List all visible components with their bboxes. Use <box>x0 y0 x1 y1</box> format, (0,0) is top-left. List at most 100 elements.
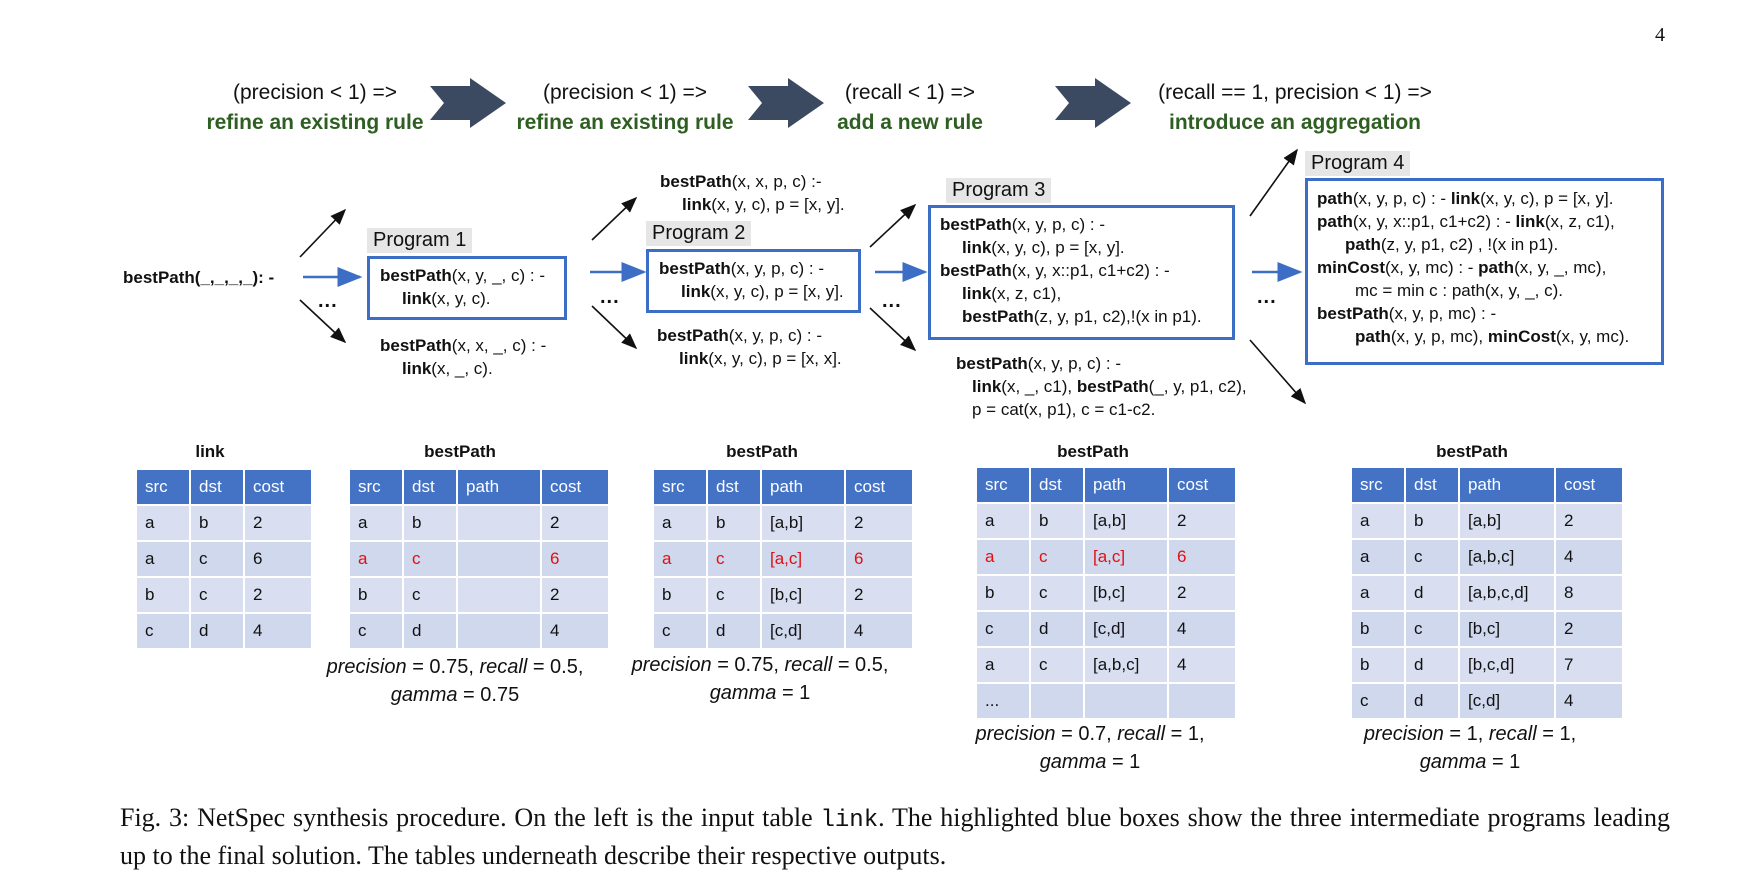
table-cell: a <box>977 504 1029 538</box>
column-header-dst: dst <box>404 470 456 504</box>
table-row: b d [b,c,d] 7 <box>1352 648 1622 682</box>
table-cell: c <box>1406 612 1458 646</box>
table-cell: b <box>1352 648 1404 682</box>
column-header-dst: dst <box>191 470 243 504</box>
table-cell: [a,b,c] <box>1085 648 1167 682</box>
table-cell: 2 <box>1556 612 1622 646</box>
table-link: src dst cost a b 2 a c 6 b c 2 c d 4 <box>135 468 313 650</box>
table-cell: c <box>404 578 456 612</box>
arrow-start-down <box>299 299 347 344</box>
table-cell: 2 <box>1169 576 1235 610</box>
table-cell: 4 <box>542 614 608 648</box>
table-row: b c [b,c] 2 <box>1352 612 1622 646</box>
column-header-cost: cost <box>542 470 608 504</box>
table-cell: c <box>137 614 189 648</box>
table-cell: d <box>1031 612 1083 646</box>
table-3-title: bestPath <box>726 442 798 461</box>
table-cell: 2 <box>1169 504 1235 538</box>
start-rule: bestPath(_,_,_,_): - <box>123 268 275 287</box>
table-1-title: link <box>195 442 225 461</box>
metric-1: precision = 0.75, recall = 0.5, gamma = … <box>300 653 610 709</box>
table-cell: 6 <box>542 542 608 576</box>
table-row: a b [a,b] 2 <box>977 504 1235 538</box>
table-bestpath-4: src dst path cost a b [a,b] 2 a c [a,b,c] 4 a d [a,b,c… <box>1350 466 1624 720</box>
table-cell: b <box>1031 504 1083 538</box>
program-2-label: Program 2 <box>646 221 752 246</box>
program-1-box <box>367 256 567 320</box>
table-4-title: bestPath <box>1057 442 1129 461</box>
column-header-path: path <box>458 470 540 504</box>
program-2-box <box>646 249 861 313</box>
table-cell: b <box>1352 612 1404 646</box>
column-header-dst: dst <box>708 470 760 504</box>
table-cell: [a,c] <box>762 542 844 576</box>
table-cell: a <box>137 506 189 540</box>
metric-2-line-2: gamma = 1 <box>709 682 811 704</box>
table-cell: d <box>708 614 760 648</box>
table-row: a c [a,c] 6 <box>977 540 1235 574</box>
table-cell: 6 <box>245 542 311 576</box>
table-cell <box>1169 684 1235 718</box>
step-2: (precision < 1) => refine an existing ru… <box>500 78 750 138</box>
table-header-row: src dst path cost <box>977 468 1235 502</box>
arrow-p3-down <box>1249 339 1307 405</box>
program-3-label: Program 3 <box>946 178 1052 203</box>
table-cell: c <box>1352 684 1404 718</box>
table-cell: 4 <box>846 614 912 648</box>
column-header-cost: cost <box>1556 468 1622 502</box>
table-cell: c <box>191 542 243 576</box>
table-cell: b <box>191 506 243 540</box>
step-3-action: add a new rule <box>837 111 983 134</box>
table-cell: 2 <box>1556 504 1622 538</box>
table-cell: d <box>1406 648 1458 682</box>
program-3-code: bestPath(x, y, p, c) : - link(x, y, c), … <box>940 215 1202 326</box>
program-1-code: bestPath(x, y, _, c) : - link(x, y, c). <box>380 266 545 308</box>
table-cell <box>458 506 540 540</box>
column-header-src: src <box>1352 468 1404 502</box>
column-header-cost: cost <box>846 470 912 504</box>
table-cell: b <box>350 578 402 612</box>
arrow-p1-up <box>591 196 638 241</box>
metric-1-line-1: precision = 0.75, recall = 0.5, <box>326 656 584 678</box>
table-cell <box>458 542 540 576</box>
table-row: c d [c,d] 4 <box>1352 684 1622 718</box>
program-4-code: path(x, y, p, c) : - link(x, y, c), p = … <box>1317 189 1630 346</box>
table-row: b c [b,c] 2 <box>977 576 1235 610</box>
table-cell: d <box>1406 576 1458 610</box>
table-cell: c <box>708 542 760 576</box>
table-cell: [c,d] <box>1460 684 1554 718</box>
ellipsis-4: ... <box>1257 286 1277 308</box>
metric-2: precision = 0.75, recall = 0.5, gamma = … <box>605 651 915 707</box>
ellipsis-1: ... <box>318 290 338 312</box>
table-cell: [b,c] <box>1460 612 1554 646</box>
table-cell: c <box>977 612 1029 646</box>
table-cell: a <box>137 542 189 576</box>
column-header-src: src <box>977 468 1029 502</box>
table-cell: b <box>137 578 189 612</box>
alternative-rule-2-bottom: bestPath(x, y, p, c) : - link(x, y, c), … <box>657 326 842 368</box>
column-header-path: path <box>762 470 844 504</box>
table-cell: d <box>191 614 243 648</box>
table-header-row: src dst path cost <box>350 470 608 504</box>
table-cell: a <box>977 648 1029 682</box>
table-cell: [a,c] <box>1085 540 1167 574</box>
page-number: 4 <box>1655 24 1665 46</box>
metric-3: precision = 0.7, recall = 1, gamma = 1 <box>945 720 1235 776</box>
program-3-box <box>928 205 1235 340</box>
table-row: a b [a,b] 2 <box>1352 504 1622 538</box>
step-3: (recall < 1) => add a new rule <box>810 78 1010 138</box>
table-cell: 2 <box>542 578 608 612</box>
table-cell: c <box>191 578 243 612</box>
metric-3-line-2: gamma = 1 <box>1039 751 1141 773</box>
metric-1-line-2: gamma = 0.75 <box>390 684 520 706</box>
table-cell: 2 <box>846 578 912 612</box>
table-cell: a <box>1352 576 1404 610</box>
table-cell: c <box>1031 648 1083 682</box>
table-cell: a <box>654 542 706 576</box>
big-arrow-2 <box>748 78 824 128</box>
table-bestpath-2: src dst path cost a b [a,b] 2 a c [a,c] 6 b c [b,c] 2 c d… <box>652 468 914 650</box>
program-2-line-1: (x, y, p, c) : - <box>730 259 824 278</box>
metric-4-line-1: precision = 1, recall = 1, <box>1363 723 1577 745</box>
